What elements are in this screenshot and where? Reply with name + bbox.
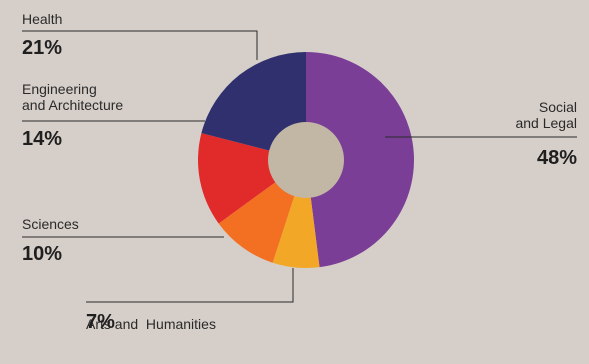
label-arts: Arts and Humanities — [86, 284, 216, 364]
leader-line-health — [22, 30, 258, 60]
donut-hole — [268, 122, 344, 198]
label-social-line-1: Social — [538, 99, 577, 115]
value-sciences: 10% — [22, 243, 63, 265]
value-social: 48% — [536, 147, 577, 169]
slice-social-and-legal — [306, 52, 414, 268]
value-health: 21% — [22, 37, 63, 59]
label-health-line-1: Health — [22, 11, 63, 27]
label-social-line-2: and Legal — [515, 115, 577, 131]
donut-chart — [22, 30, 577, 303]
label-sciences: Sciences — [22, 216, 79, 232]
leader-lines-group — [22, 30, 577, 303]
label-engineering-line-2: and Architecture — [22, 97, 124, 113]
label-social: Social and Legal — [515, 99, 577, 131]
label-sciences-line-1: Sciences — [22, 216, 79, 232]
chart-container: Health 21% Engineering and Architecture … — [22, 11, 577, 333]
value-arts: 7% — [86, 311, 115, 333]
label-arts-line-1: Arts and Humanities — [86, 316, 216, 332]
leader-line-arts — [86, 268, 294, 303]
label-health: Health — [22, 11, 62, 27]
label-engineering-line-1: Engineering — [22, 81, 97, 97]
label-engineering: Engineering and Architecture — [22, 81, 123, 113]
value-engineering: 14% — [22, 128, 63, 150]
